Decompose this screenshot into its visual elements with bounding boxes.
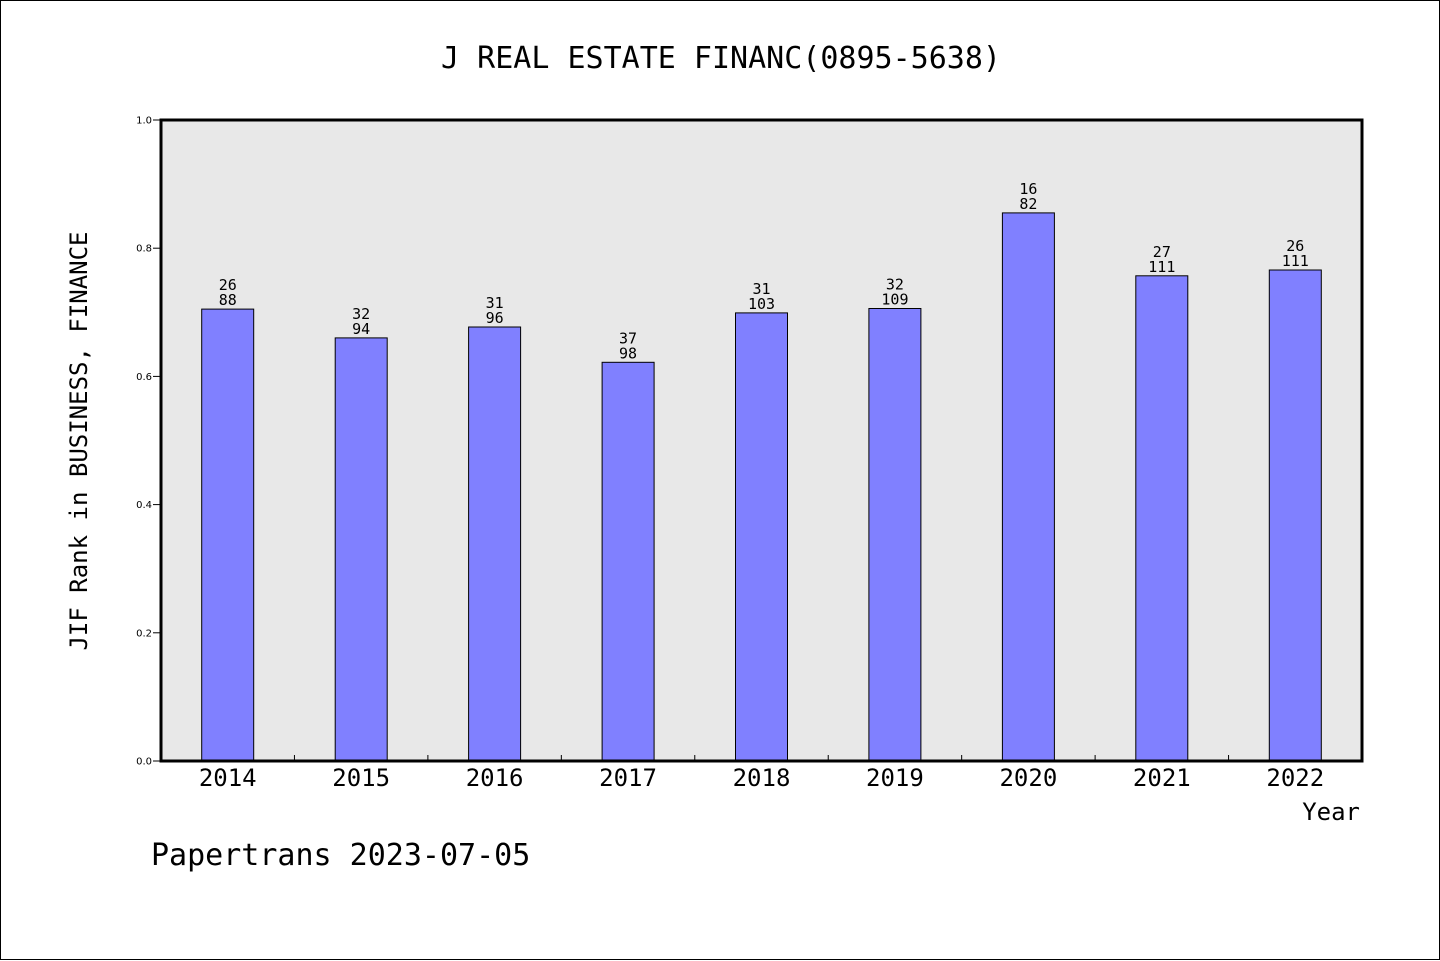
rank-label-2019: 32 <box>886 276 904 294</box>
bar-2015 <box>334 337 388 762</box>
rank-label-2016: 31 <box>486 294 504 312</box>
total-label-2019: 109 <box>881 291 908 309</box>
x-tick-label-2022: 2022 <box>1266 764 1324 792</box>
chart-title: J REAL ESTATE FINANC(0895-5638) <box>441 41 1001 76</box>
y-axis-ticks: 0.0 0.2 0.4 0.6 0.8 1.0 <box>136 116 161 768</box>
x-axis-ticks: 2014 2015 2016 2017 2018 2019 2020 2021 2022 <box>199 755 1324 792</box>
x-tick-label-2015: 2015 <box>332 764 390 792</box>
rank-label-2014: 26 <box>219 276 237 294</box>
bar-2017 <box>601 361 655 762</box>
x-tick-label-2018: 2018 <box>733 764 791 792</box>
total-label-2017: 98 <box>619 344 637 362</box>
bar-2018 <box>735 312 788 762</box>
x-tick-label-2020: 2020 <box>999 764 1057 792</box>
rank-label-2017: 37 <box>619 329 637 347</box>
rank-label-2020: 16 <box>1019 180 1037 198</box>
x-tick-label-2021: 2021 <box>1133 764 1191 792</box>
rank-label-2015: 32 <box>352 305 370 323</box>
y-tick-label: 0.6 <box>136 372 152 383</box>
bar-2014 <box>201 308 255 762</box>
x-tick-label-2017: 2017 <box>599 764 657 792</box>
rank-label-2021: 27 <box>1153 243 1171 261</box>
y-tick-label: 0.0 <box>136 757 152 768</box>
bar-2022 <box>1268 269 1322 762</box>
total-label-2016: 96 <box>486 309 504 327</box>
y-axis-label: JIF Rank in BUSINESS, FINANCE <box>65 231 93 650</box>
rank-label-2022: 26 <box>1286 237 1304 255</box>
bars-group <box>201 212 1322 762</box>
y-tick-label: 1.0 <box>136 116 152 127</box>
total-label-2022: 111 <box>1282 252 1309 270</box>
x-tick-label-2019: 2019 <box>866 764 924 792</box>
total-label-2014: 88 <box>219 291 237 309</box>
rank-label-2018: 31 <box>752 280 770 298</box>
bar-2020 <box>1001 212 1055 762</box>
total-label-2015: 94 <box>352 320 370 338</box>
y-tick-label: 0.8 <box>136 244 152 255</box>
x-tick-label-2016: 2016 <box>466 764 524 792</box>
y-tick-label: 0.2 <box>136 628 152 639</box>
plot-border <box>159 118 1364 763</box>
footer-credit: Papertrans 2023-07-05 <box>151 838 530 873</box>
bar-2019 <box>868 308 922 762</box>
bar-2021 <box>1135 275 1189 762</box>
y-tick-label: 0.4 <box>136 500 152 511</box>
total-label-2021: 111 <box>1148 258 1175 276</box>
x-axis-label: Year <box>1302 798 1360 826</box>
x-tick-label-2014: 2014 <box>199 764 257 792</box>
bar-2016 <box>468 326 522 762</box>
total-label-2018: 103 <box>748 295 775 313</box>
total-label-2020: 82 <box>1019 195 1037 213</box>
